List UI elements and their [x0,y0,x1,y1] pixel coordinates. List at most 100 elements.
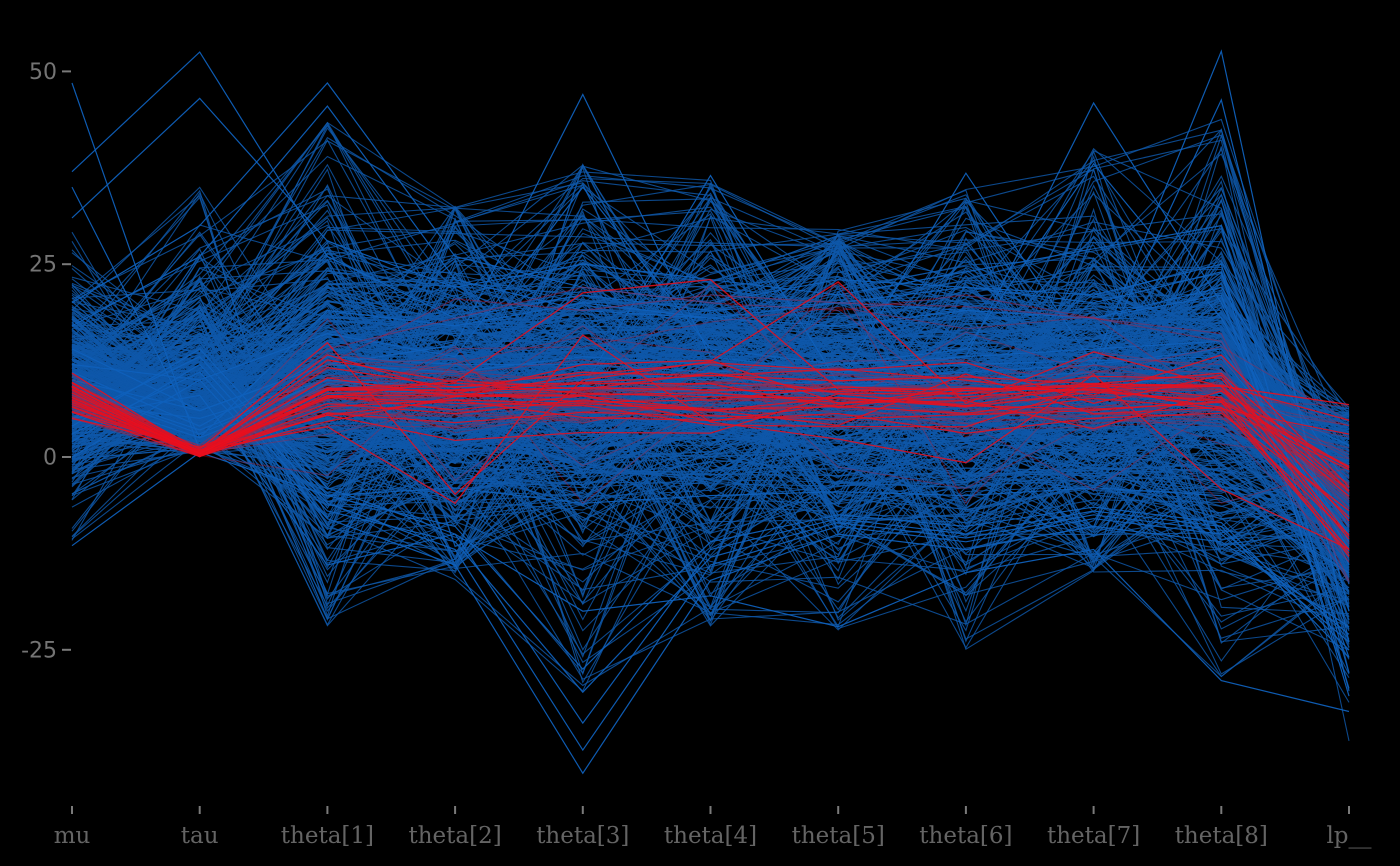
sample-line [71,237,1350,459]
sample-line [71,374,1350,497]
sample-line [71,382,1350,485]
sample-line [71,360,1350,475]
sample-line [71,352,1350,601]
sample-line [71,284,1350,491]
sample-line [71,209,1350,502]
x-axis-label-lp-: lp__ [1326,823,1372,849]
sample-line [71,180,1350,538]
sample-line [71,349,1350,571]
sample-line [71,334,1350,550]
sample-line [71,286,1350,530]
sample-line [71,189,1350,632]
sample-line [71,409,1350,589]
sample-line [71,139,1350,673]
sample-line [71,432,1350,515]
sample-line [71,385,1350,455]
sample-line [71,335,1350,493]
sample-line [71,357,1350,621]
sample-line [71,363,1350,752]
sample-line [71,376,1350,454]
sample-line [71,240,1350,452]
sample-line [71,205,1350,628]
sample-line [71,186,1350,489]
axes-layer: 50 25 0 -25 mu tau theta[1] theta[2] theta[3] the… [21,60,1372,849]
sample-line [71,372,1350,492]
y-tick-label-50: 50 [29,60,57,85]
sample-line [71,394,1350,713]
sample-line [71,82,1350,697]
y-tick-label-0: 0 [43,445,57,470]
sample-line [71,397,1350,488]
sample-line [71,259,1350,552]
sample-line [71,382,1350,509]
sample-line [71,286,1350,581]
sample-line [71,150,1350,620]
sample-line [71,278,1350,537]
sample-line [71,172,1350,527]
x-axis-label-theta-1-: theta[1] [281,823,374,849]
sample-line [71,331,1350,504]
sample-line [71,346,1350,546]
sample-line [71,174,1350,535]
sample-line [71,379,1350,775]
sample-line [71,325,1350,535]
x-axis-label-theta-5-: theta[5] [792,823,885,849]
sample-line [71,219,1350,626]
x-axis-label-theta-7-: theta[7] [1047,823,1140,849]
sample-line [71,360,1350,521]
x-axis-label-theta-2-: theta[2] [408,823,501,849]
sample-line [71,214,1350,502]
sample-line [71,98,1350,612]
sample-line [71,153,1350,613]
sample-line [71,213,1350,608]
sample-line [71,294,1350,556]
sample-line [71,381,1350,454]
sample-line [71,335,1350,461]
x-axis-label-tau: tau [181,823,219,849]
sample-line [71,374,1350,509]
sample-line [71,324,1350,518]
sample-line [71,280,1350,540]
sample-line [71,414,1350,499]
sample-line [71,392,1350,494]
sample-line [71,359,1350,489]
sample-line [71,345,1350,505]
y-tick-label--25: -25 [21,638,57,663]
sample-line [71,207,1350,623]
sample-line [71,373,1350,486]
sample-line [71,146,1350,742]
sample-line [71,280,1350,687]
sample-line [71,395,1350,497]
y-tick-label-25: 25 [29,253,57,278]
sample-line [71,49,1350,643]
x-axis-label-theta-3-: theta[3] [536,823,629,849]
sample-line [71,399,1350,562]
x-axis-label-theta-8-: theta[8] [1175,823,1268,849]
sample-line [71,217,1350,618]
x-axis-label-theta-4-: theta[4] [664,823,757,849]
sample-line [71,334,1350,439]
sample-line [71,229,1350,621]
sample-line [71,289,1350,547]
sample-line [71,288,1350,531]
posterior-sample-lines [71,49,1350,775]
sample-line [71,439,1350,571]
sample-line [71,243,1350,426]
sample-line [71,307,1350,476]
sample-line [71,371,1350,694]
sample-line [71,242,1350,651]
sample-line [71,280,1350,496]
sample-line [71,213,1350,557]
sample-line [71,393,1350,551]
sample-line [71,403,1350,536]
sample-line [71,193,1350,508]
sample-line [71,129,1350,611]
sample-line [71,51,1350,689]
sample-line [71,348,1350,725]
sample-line [71,387,1350,468]
sample-line [71,162,1350,543]
sample-line [71,355,1350,670]
sample-line [71,240,1350,528]
